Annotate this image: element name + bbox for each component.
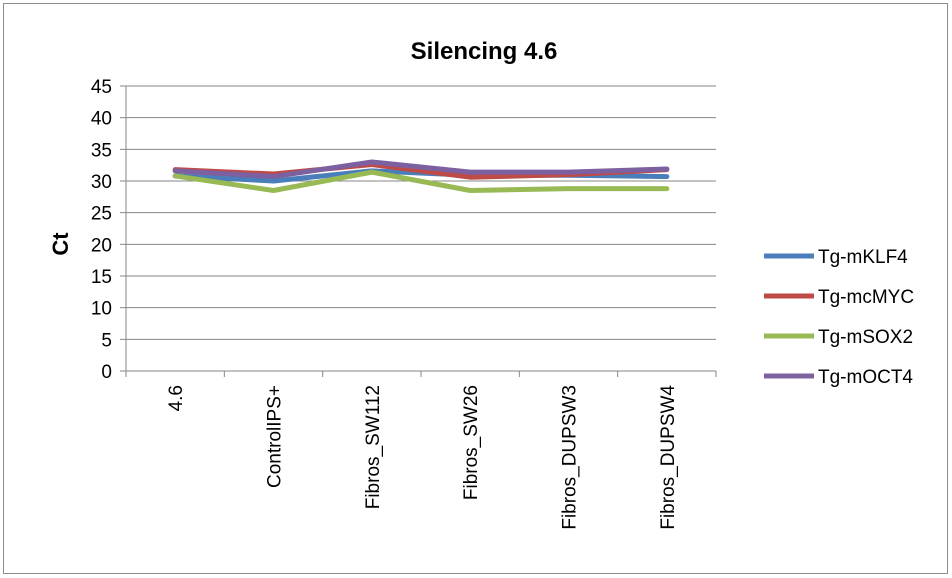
y-axis-label: Ct [48,232,73,256]
y-tick-label: 30 [91,172,112,193]
x-tick-label: ControlIPS+ [265,385,286,488]
legend-label: Tg-mcMYC [818,287,914,308]
series-lines [172,159,670,193]
y-tick-label: 15 [91,267,112,288]
legend: Tg-mKLF4 Tg-mcMYC Tg-mSOX2 Tg-mOCT4 [764,247,914,388]
legend-label: Tg-mSOX2 [818,327,913,348]
gridlines [120,85,716,372]
y-tick-labels: 0 5 10 15 20 25 30 35 40 45 [91,77,112,383]
series-line-tg-moct4 [172,159,670,180]
y-tick-label: 35 [91,140,112,161]
y-tick-label: 20 [91,235,112,256]
series-line-tg-msox2 [172,169,670,193]
x-tick-label: Fibros_DUPSW3 [560,385,581,530]
chart-frame [3,3,948,574]
chart-title: Silencing 4.6 [411,38,558,65]
y-tick-label: 10 [91,299,112,320]
x-tick-label: Fibros_SW26 [461,385,482,500]
y-tick-label: 25 [91,204,112,225]
legend-label: Tg-mKLF4 [818,247,908,268]
x-tick-label: Fibros_SW112 [363,385,384,509]
y-tick-label: 5 [101,330,112,351]
axes [125,86,717,377]
y-tick-label: 45 [91,77,112,98]
x-tick-labels: 4.6 ControlIPS+ Fibros_SW112 Fibros_SW26 Fib… [166,385,679,530]
y-tick-label: 40 [91,109,112,130]
legend-label: Tg-mOCT4 [818,367,913,388]
y-tick-label: 0 [101,362,112,383]
x-tick-label: Fibros_DUPSW4 [658,385,679,530]
x-tick-label: 4.6 [166,385,187,411]
